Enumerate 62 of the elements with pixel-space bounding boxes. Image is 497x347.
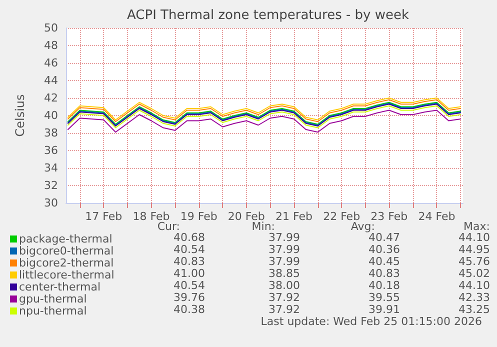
text: 44.95 bbox=[458, 243, 490, 256]
y-tick-label: 42 bbox=[44, 92, 58, 104]
text: 37.92 bbox=[268, 303, 300, 316]
text: 37.99 bbox=[268, 255, 300, 268]
y-tick-label: 36 bbox=[44, 144, 58, 157]
legend-label: littlecore-thermal bbox=[19, 268, 114, 282]
text: 40.83 bbox=[174, 255, 205, 268]
text: 44.10 bbox=[458, 279, 490, 292]
text: 39.55 bbox=[368, 291, 400, 304]
y-tick-label: 34 bbox=[44, 162, 58, 174]
x-tick-label: 22 Feb bbox=[323, 210, 360, 223]
text: 45.02 bbox=[458, 267, 490, 280]
y-tick-label: 48 bbox=[44, 39, 58, 52]
legend-label: center-thermal bbox=[19, 280, 101, 294]
x-tick-label: 24 Feb bbox=[418, 210, 456, 223]
chart-title: ACPI Thermal zone temperatures - by week bbox=[127, 8, 410, 23]
x-tick-label: 18 Feb bbox=[132, 210, 170, 223]
legend-label: package-thermal bbox=[19, 232, 112, 246]
text: 37.99 bbox=[268, 231, 300, 244]
text: 42.33 bbox=[458, 291, 490, 304]
text: 39.91 bbox=[368, 303, 400, 316]
x-tick-label: 20 Feb bbox=[228, 210, 265, 223]
legend-label: bigcore0-thermal bbox=[19, 244, 114, 258]
text: 40.38 bbox=[174, 303, 205, 316]
text: 37.99 bbox=[268, 243, 300, 256]
y-tick-label: 44 bbox=[44, 74, 58, 87]
x-tick-label: 19 Feb bbox=[180, 210, 218, 223]
text: Avg: bbox=[350, 220, 375, 233]
legend-label: gpu-thermal bbox=[19, 292, 87, 306]
text: 40.36 bbox=[368, 243, 400, 256]
text: 41.00 bbox=[174, 267, 205, 280]
legend-label: npu-thermal bbox=[19, 304, 87, 318]
text: 40.68 bbox=[174, 231, 205, 244]
y-tick-label: 30 bbox=[44, 196, 58, 210]
text: 40.47 bbox=[368, 231, 400, 244]
y-tick-label: 32 bbox=[44, 179, 58, 192]
text: 43.25 bbox=[458, 303, 490, 316]
x-tick-label: 17 Feb bbox=[85, 210, 122, 223]
text: 40.83 bbox=[368, 267, 400, 280]
text: 45.76 bbox=[458, 255, 490, 268]
text: 40.54 bbox=[174, 243, 205, 256]
text: 38.00 bbox=[268, 279, 300, 292]
text: 38.85 bbox=[268, 267, 300, 280]
y-tick-label: 38 bbox=[44, 126, 58, 140]
line-series bbox=[67, 110, 462, 133]
text: 40.18 bbox=[368, 279, 400, 292]
y-tick-label: 40 bbox=[44, 109, 58, 122]
text: Max: bbox=[464, 220, 490, 233]
text: Min: bbox=[252, 220, 275, 233]
text: Cur: bbox=[157, 220, 180, 233]
y-axis-title: Celsius bbox=[13, 94, 27, 137]
text: 39.76 bbox=[174, 291, 205, 304]
y-tick-label: 46 bbox=[44, 56, 58, 70]
text: 40.54 bbox=[174, 279, 205, 292]
text: 40.45 bbox=[368, 255, 400, 268]
text: 37.92 bbox=[268, 291, 300, 304]
x-tick-label: 21 Feb bbox=[276, 210, 312, 223]
text: 44.10 bbox=[458, 231, 490, 244]
y-tick-label: 50 bbox=[44, 22, 58, 34]
legend-label: bigcore2-thermal bbox=[19, 256, 114, 270]
x-tick-label: 23 Feb bbox=[370, 210, 408, 223]
text: Last update: Wed Feb 25 01:15:00 2026 bbox=[260, 315, 482, 328]
